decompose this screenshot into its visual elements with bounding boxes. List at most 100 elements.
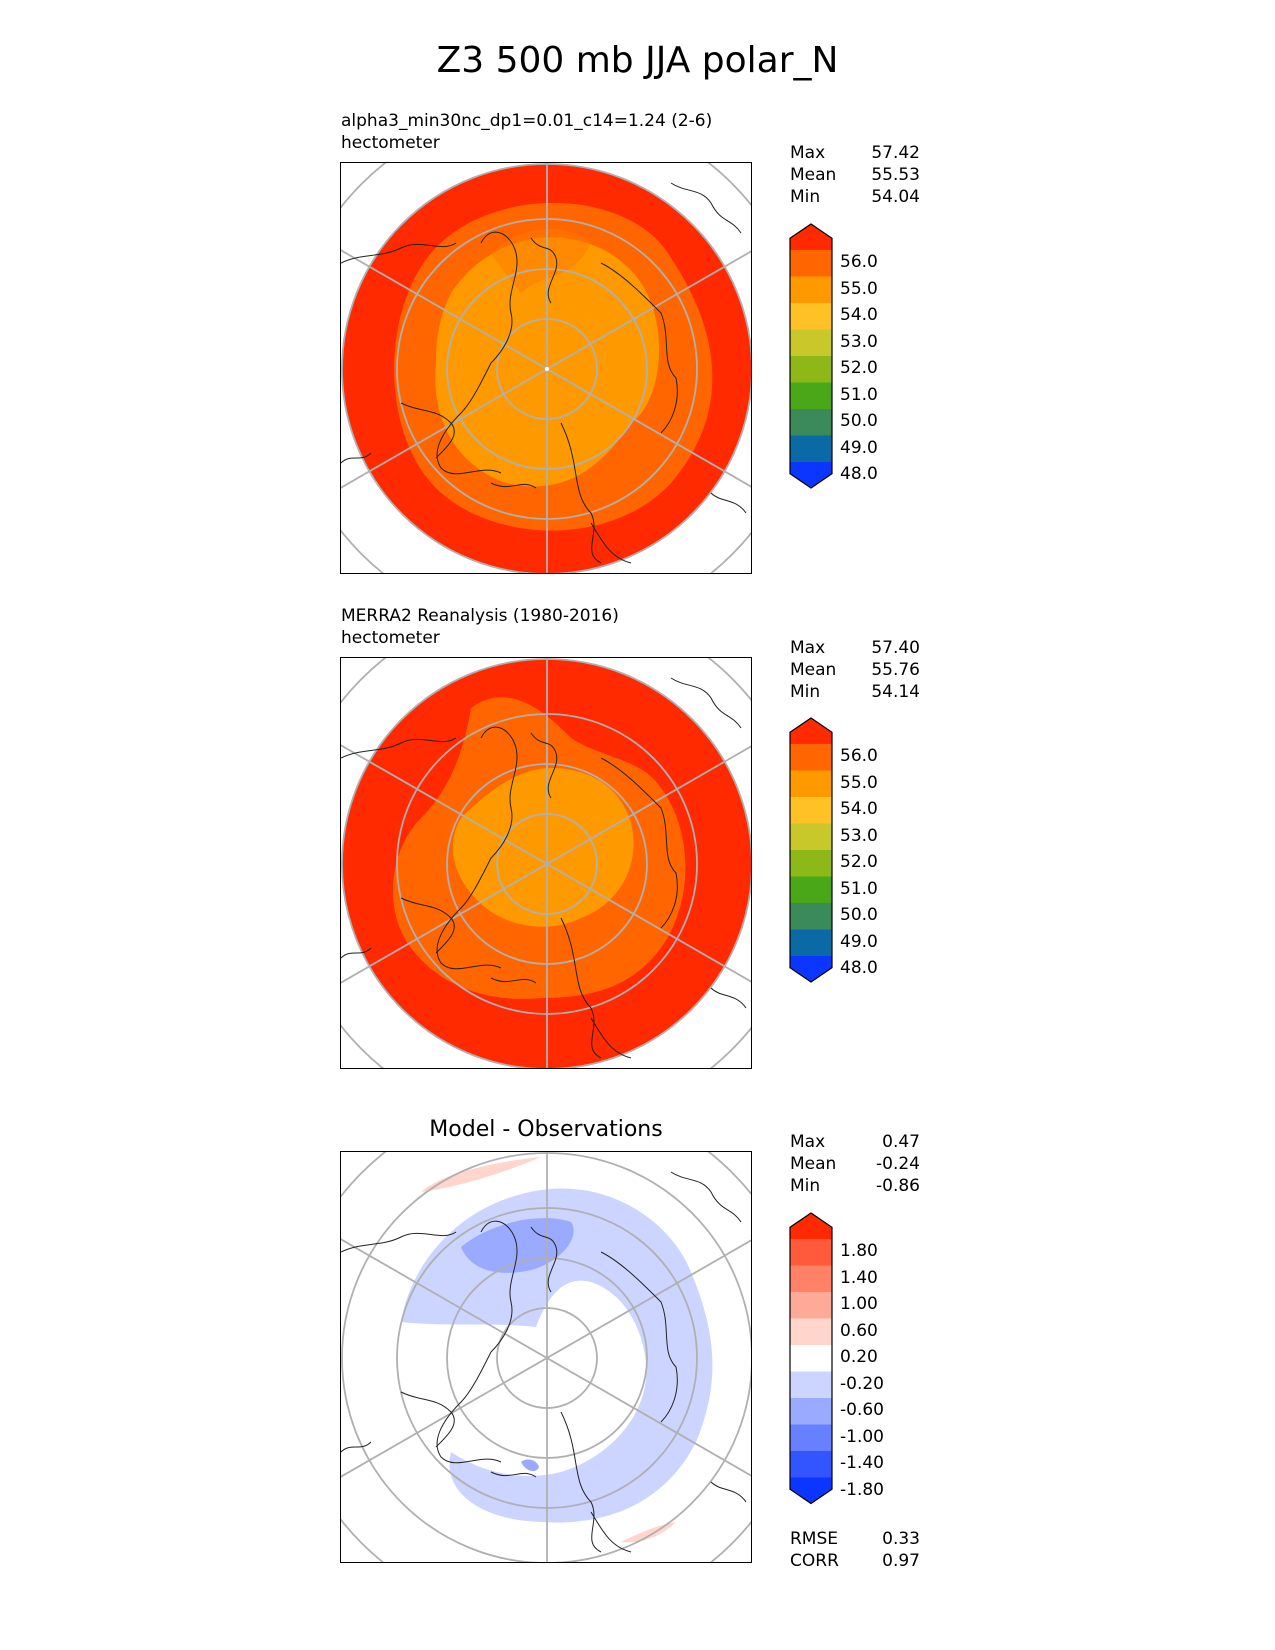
test-colorbar-segment — [790, 250, 832, 277]
diff-stat-max: 0.47 — [882, 1132, 920, 1152]
ref-stat-min: 54.14 — [871, 682, 920, 702]
ref-map-svg — [341, 658, 751, 1068]
ref-colorbar-tick-label: 50.0 — [840, 905, 878, 925]
test-colorbar-segment — [790, 409, 832, 436]
diff-coastlines — [341, 1171, 747, 1553]
ref-colorbar-svg — [789, 717, 833, 983]
test-colorbar-segment — [790, 276, 832, 304]
test-stat-min-label: Min — [790, 187, 821, 207]
ref-colorbar-outline — [789, 717, 833, 983]
ref-colorbar-segment — [790, 797, 832, 824]
diff-colorbar-segment — [790, 1265, 832, 1293]
test-colorbar-segment — [790, 329, 832, 357]
ref-colorbar-tick-label: 49.0 — [840, 931, 878, 952]
ref-stats: Max 57.40 Mean 55.76 Min 54.14 — [790, 637, 920, 703]
diff-colorbar-segment — [790, 1371, 832, 1399]
test-map-svg — [341, 163, 751, 573]
diff-colorbar-extend-min — [790, 1477, 832, 1504]
test-stat-mean-label: Mean — [790, 165, 837, 185]
ref-stat-min-label: Min — [790, 682, 821, 702]
diff-colorbar-tick-label: 0.60 — [840, 1320, 878, 1341]
diff-colorbar-tick-label: 1.00 — [840, 1294, 878, 1314]
diff-stat-min-label: Min — [790, 1176, 821, 1196]
ref-colorbar-segment — [790, 929, 832, 957]
test-stats: Max 57.42 Mean 55.53 Min 54.04 — [790, 142, 920, 208]
test-colorbar-tick-label: 48.0 — [840, 464, 878, 484]
test-colorbar-segment — [790, 356, 832, 383]
ref-stat-mean-label: Mean — [790, 660, 837, 680]
diff-colorbar-svg — [789, 1212, 833, 1505]
diff-rmse: 0.33 — [882, 1529, 920, 1549]
test-pole-marker — [545, 367, 549, 371]
test-colorbar-tick-label: 50.0 — [840, 411, 878, 431]
test-colorbar-tick-label: 53.0 — [840, 331, 878, 352]
diff-contour-neg060b — [521, 1459, 539, 1472]
ref-panel-title: MERRA2 Reanalysis (1980-2016) — [341, 606, 619, 626]
test-colorbar-segment — [790, 303, 832, 330]
diff-corr-label: CORR — [790, 1551, 839, 1571]
ref-graticule — [341, 658, 751, 1068]
test-contour-54b — [491, 229, 591, 293]
ref-colorbar-tick-label: 56.0 — [840, 746, 878, 766]
ref-stat-max: 57.40 — [871, 638, 920, 658]
diff-colorbar-tick-label: -1.80 — [840, 1479, 884, 1500]
ref-coastlines — [341, 677, 747, 1059]
test-colorbar-tick-label: 54.0 — [840, 305, 878, 325]
diff-colorbar-segment — [790, 1398, 832, 1425]
diff-colorbar-tick-label: 1.80 — [840, 1241, 878, 1261]
ref-colorbar-segment — [790, 903, 832, 930]
diff-contour-neg020 — [401, 1188, 713, 1523]
diff-stat-mean: -0.24 — [876, 1154, 920, 1174]
diff-map — [340, 1151, 752, 1563]
diff-colorbar-segment — [790, 1318, 832, 1346]
test-colorbar-outline — [789, 223, 833, 489]
ref-colorbar-tick-label: 52.0 — [840, 852, 878, 872]
ref-stat-mean: 55.76 — [871, 660, 920, 680]
ref-colorbar-tick-label: 54.0 — [840, 799, 878, 819]
ref-colorbar-extend-max — [790, 718, 832, 744]
test-colorbar-extend-max — [790, 224, 832, 250]
ref-colorbar-extend-min — [790, 956, 832, 982]
diff-panel-title: Model - Observations — [429, 1117, 663, 1142]
test-panel-header: alpha3_min30nc_dp1=0.01_c14=1.24 (2-6) h… — [341, 110, 712, 154]
diff-corr: 0.97 — [882, 1551, 920, 1571]
diff-colorbar-segment — [790, 1451, 832, 1478]
diff-colorbar-extend-max — [790, 1213, 832, 1239]
test-stat-min: 54.04 — [871, 187, 920, 207]
test-coastlines — [341, 182, 747, 564]
diff-colorbar-tick-label: -1.00 — [840, 1426, 884, 1447]
diff-rmse-label: RMSE — [790, 1529, 839, 1549]
test-colorbar-segment — [790, 382, 832, 410]
ref-panel-units: hectometer — [341, 628, 440, 648]
diff-colorbar-tick-label: 1.40 — [840, 1267, 878, 1288]
ref-map — [340, 657, 752, 1069]
ref-colorbar-tick-label: 48.0 — [840, 958, 878, 978]
test-colorbar-svg — [789, 223, 833, 489]
ref-colorbar-tick-label: 53.0 — [840, 825, 878, 846]
diff-stat-max-label: Max — [790, 1132, 826, 1152]
test-colorbar-segment — [790, 435, 832, 463]
test-panel-units: hectometer — [341, 133, 440, 153]
diff-map-svg — [341, 1152, 751, 1562]
test-colorbar-extend-min — [790, 462, 832, 488]
diff-graticule — [341, 1152, 751, 1562]
diff-colorbar-tick-label: -0.20 — [840, 1373, 884, 1394]
ref-stat-max-label: Max — [790, 638, 826, 658]
ref-colorbar-segment — [790, 823, 832, 851]
test-colorbar-tick-label: 52.0 — [840, 358, 878, 378]
test-map — [340, 162, 752, 574]
diff-colorbar-tick-label: 0.20 — [840, 1347, 878, 1367]
diff-metrics: RMSE 0.33 CORR 0.97 — [790, 1528, 920, 1572]
diff-colorbar-tick-label: -1.40 — [840, 1453, 884, 1473]
diff-colorbar-tick-label: -0.60 — [840, 1400, 884, 1420]
page-title: Z3 500 mb JJA polar_N — [436, 40, 839, 81]
diff-colorbar-segment — [790, 1345, 832, 1372]
diff-colorbar-segment — [790, 1239, 832, 1266]
test-colorbar-tick-label: 51.0 — [840, 384, 878, 405]
ref-colorbar-segment — [790, 770, 832, 798]
test-colorbar-tick-label: 49.0 — [840, 437, 878, 458]
test-stat-max: 57.42 — [871, 143, 920, 163]
ref-colorbar-segment — [790, 850, 832, 877]
ref-colorbar-segment — [790, 876, 832, 904]
diff-stats: Max 0.47 Mean -0.24 Min -0.86 — [790, 1131, 920, 1197]
